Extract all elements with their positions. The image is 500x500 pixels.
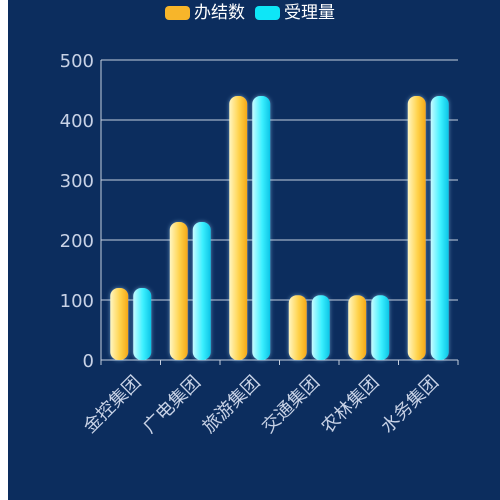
x-tick-label: 金控集团 [80,372,146,438]
x-tick-label: 旅游集团 [199,372,265,438]
bars-layer [110,96,449,360]
chart-legend: 办结数 受理量 [0,3,500,23]
y-tick-label: 0 [83,351,94,372]
bar-2-5[interactable] [430,96,449,360]
y-tick-label: 100 [60,291,94,312]
bar-2-3[interactable] [311,295,330,360]
y-tick-label: 300 [60,171,94,192]
bar-1-2[interactable] [229,96,248,360]
y-tick-label: 200 [60,231,94,252]
legend-item-series-2[interactable]: 受理量 [255,3,335,23]
legend-swatch-series-2 [255,6,280,20]
bar-1-1[interactable] [169,222,188,360]
bar-2-0[interactable] [133,288,152,360]
legend-swatch-series-1 [165,6,190,20]
x-tick-label: 水务集团 [377,372,443,438]
x-tick-label: 广电集团 [139,372,205,438]
bar-1-4[interactable] [348,295,367,360]
legend-item-series-1[interactable]: 办结数 [165,3,245,23]
legend-label-series-1: 办结数 [194,3,245,23]
bar-1-5[interactable] [407,96,426,360]
grid-layer [100,59,459,365]
bar-1-0[interactable] [110,288,129,360]
bar-2-2[interactable] [252,96,271,360]
bar-1-3[interactable] [288,295,307,360]
x-tick-label: 交通集团 [258,372,324,438]
y-tick-label: 400 [60,111,94,132]
bar-2-4[interactable] [371,295,390,360]
x-tick-label: 农林集团 [318,372,384,438]
legend-label-series-2: 受理量 [284,3,335,23]
y-tick-label: 500 [60,51,94,72]
bar-2-1[interactable] [192,222,211,360]
